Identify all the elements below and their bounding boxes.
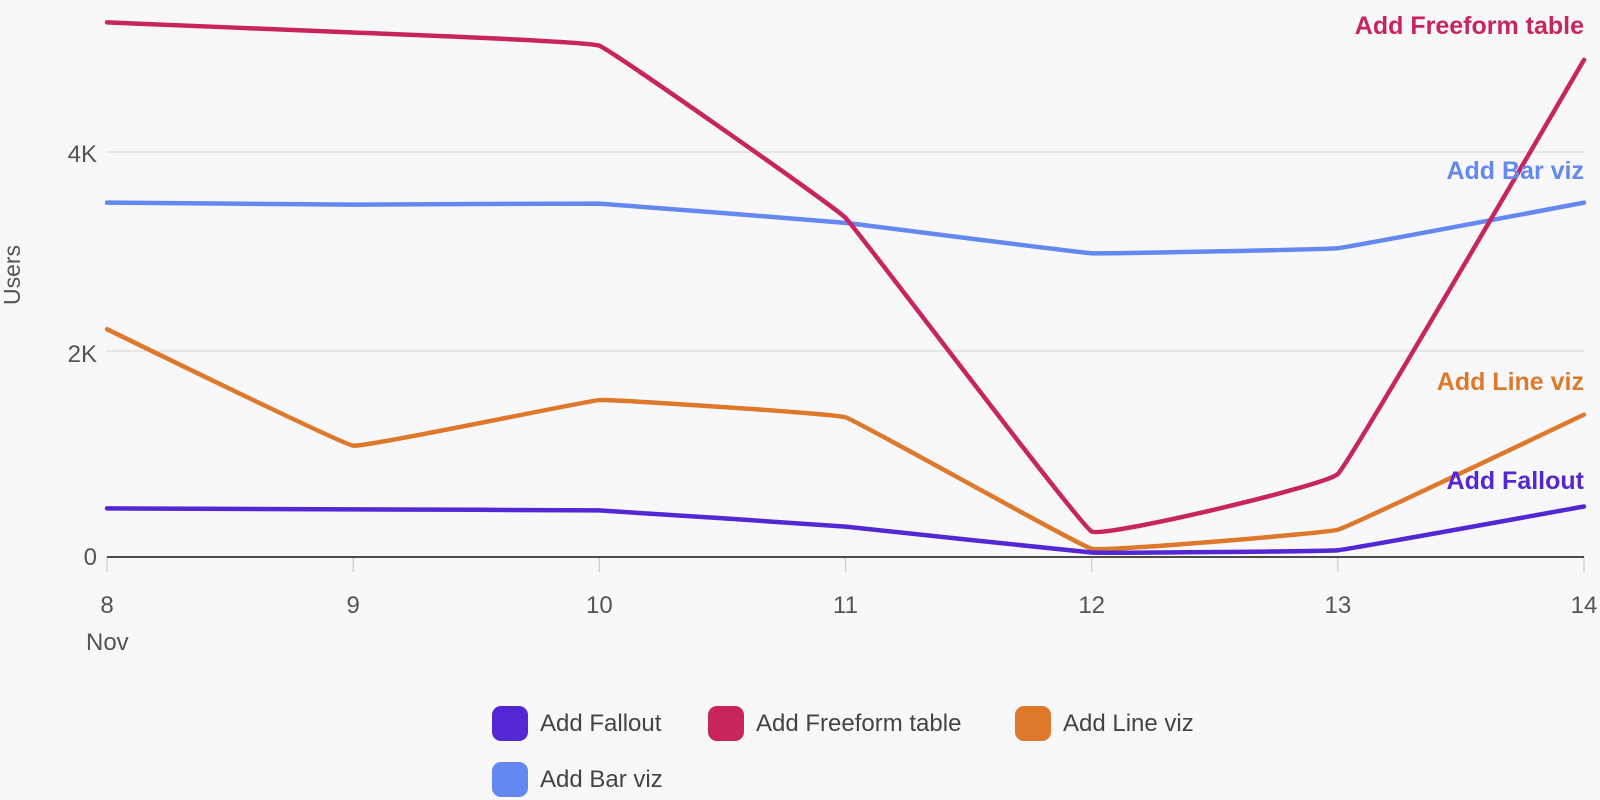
svg-text:10: 10 [586, 592, 613, 619]
svg-text:2K: 2K [68, 341, 97, 368]
svg-text:Add Fallout: Add Fallout [1447, 467, 1585, 495]
svg-text:Add Bar viz: Add Bar viz [1446, 157, 1584, 185]
svg-text:12: 12 [1078, 592, 1105, 619]
svg-text:0: 0 [84, 544, 97, 571]
svg-text:Add Freeform table: Add Freeform table [756, 710, 961, 737]
svg-text:Add Fallout: Add Fallout [540, 710, 662, 737]
svg-text:Add Bar viz: Add Bar viz [540, 766, 663, 793]
svg-text:Nov: Nov [86, 629, 129, 656]
svg-text:4K: 4K [68, 141, 97, 168]
svg-text:8: 8 [100, 592, 113, 619]
svg-text:Add Freeform table: Add Freeform table [1355, 12, 1584, 40]
svg-text:Users: Users [0, 245, 25, 305]
svg-text:11: 11 [833, 592, 858, 619]
svg-text:14: 14 [1571, 592, 1598, 619]
svg-text:Add Line viz: Add Line viz [1063, 710, 1194, 737]
svg-text:Add Line viz: Add Line viz [1437, 368, 1584, 396]
svg-text:9: 9 [346, 592, 359, 619]
svg-text:13: 13 [1324, 592, 1351, 619]
